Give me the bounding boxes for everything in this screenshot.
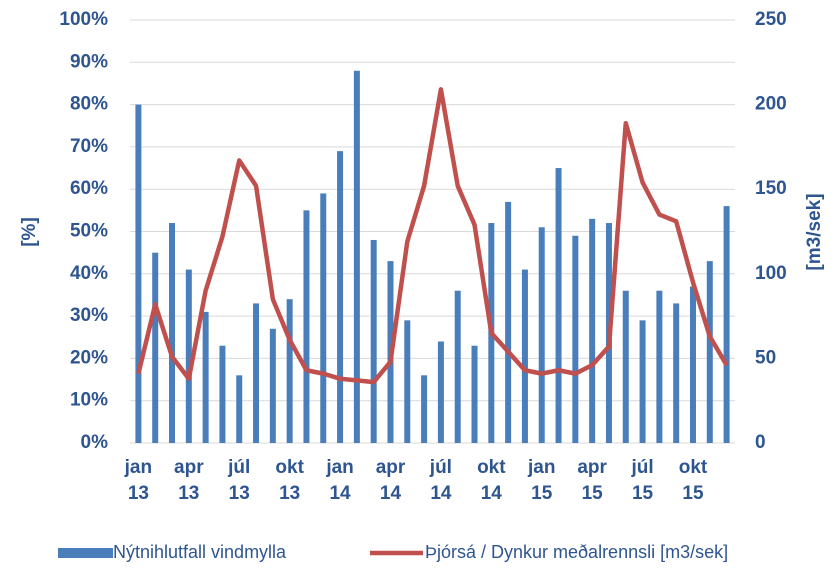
bar <box>673 303 680 443</box>
x-tick-label: júl 13 <box>228 457 251 504</box>
x-tick-label: apr 13 <box>174 457 204 504</box>
bar <box>454 290 461 443</box>
bar <box>437 341 444 443</box>
y-tick-label: 10% <box>70 390 108 411</box>
x-tick-label: okt 13 <box>275 457 304 504</box>
bar <box>706 261 713 443</box>
bar <box>639 320 646 443</box>
bar <box>555 168 562 444</box>
bar <box>471 345 478 443</box>
y-tick-label: 90% <box>70 51 108 72</box>
bar <box>169 223 176 443</box>
y2-axis-label: [m3/sek] <box>804 193 825 270</box>
x-tick-label: jan 13 <box>124 457 153 504</box>
bar <box>219 345 226 443</box>
x-tick-label: apr 14 <box>375 457 406 504</box>
y2-tick-label: 250 <box>755 9 787 30</box>
bar <box>337 151 344 443</box>
bar <box>656 290 663 443</box>
bar <box>572 235 579 443</box>
x-tick-label: júl 15 <box>631 457 654 504</box>
bar <box>303 210 310 443</box>
x-tick-label: apr 15 <box>577 457 607 504</box>
y2-tick-label: 100 <box>755 263 787 284</box>
y2-tick-label: 0 <box>755 432 766 453</box>
bar <box>253 303 260 443</box>
bar <box>521 269 528 443</box>
y-tick-label: 50% <box>70 221 108 242</box>
y-tick-label: 20% <box>70 347 108 368</box>
bar <box>538 227 545 443</box>
bar <box>286 299 293 443</box>
y-tick-label: 40% <box>70 263 108 284</box>
x-tick-label: jan 14 <box>326 457 354 504</box>
y-axis-label: [%] <box>19 217 40 247</box>
bar <box>689 286 696 443</box>
bar <box>622 290 629 443</box>
x-tick-label: júl 14 <box>429 457 452 504</box>
bar <box>269 328 276 443</box>
bar <box>505 201 512 443</box>
bar <box>353 70 360 443</box>
y2-tick-label: 150 <box>755 178 787 199</box>
line <box>136 87 729 385</box>
bar <box>320 193 327 443</box>
legend-label: Þjórsá / Dynkur meðalrennsli [m3/sek] <box>425 542 728 562</box>
bar <box>152 252 159 443</box>
x-tick-label: okt 14 <box>477 457 506 504</box>
bar <box>404 320 411 443</box>
y-tick-label: 80% <box>70 94 108 115</box>
bar <box>236 375 243 443</box>
x-tick-label: okt 15 <box>678 457 708 504</box>
legend-swatch <box>58 548 113 558</box>
bar <box>202 311 209 443</box>
x-tick-label: jan 15 <box>528 457 556 504</box>
y2-tick-label: 200 <box>755 94 787 115</box>
bar <box>421 375 428 443</box>
bar <box>723 206 730 443</box>
y2-tick-label: 50 <box>755 347 776 368</box>
bar <box>185 269 192 443</box>
y-tick-label: 0% <box>81 432 109 453</box>
legend-label: Nýtnihlutfall vindmylla <box>113 542 287 562</box>
bar <box>589 218 596 443</box>
bar <box>135 104 142 443</box>
y-tick-label: 60% <box>70 178 108 199</box>
bar <box>370 239 377 443</box>
y-tick-label: 30% <box>70 305 108 326</box>
y-tick-label: 70% <box>70 136 108 157</box>
y-tick-label: 100% <box>59 9 108 30</box>
